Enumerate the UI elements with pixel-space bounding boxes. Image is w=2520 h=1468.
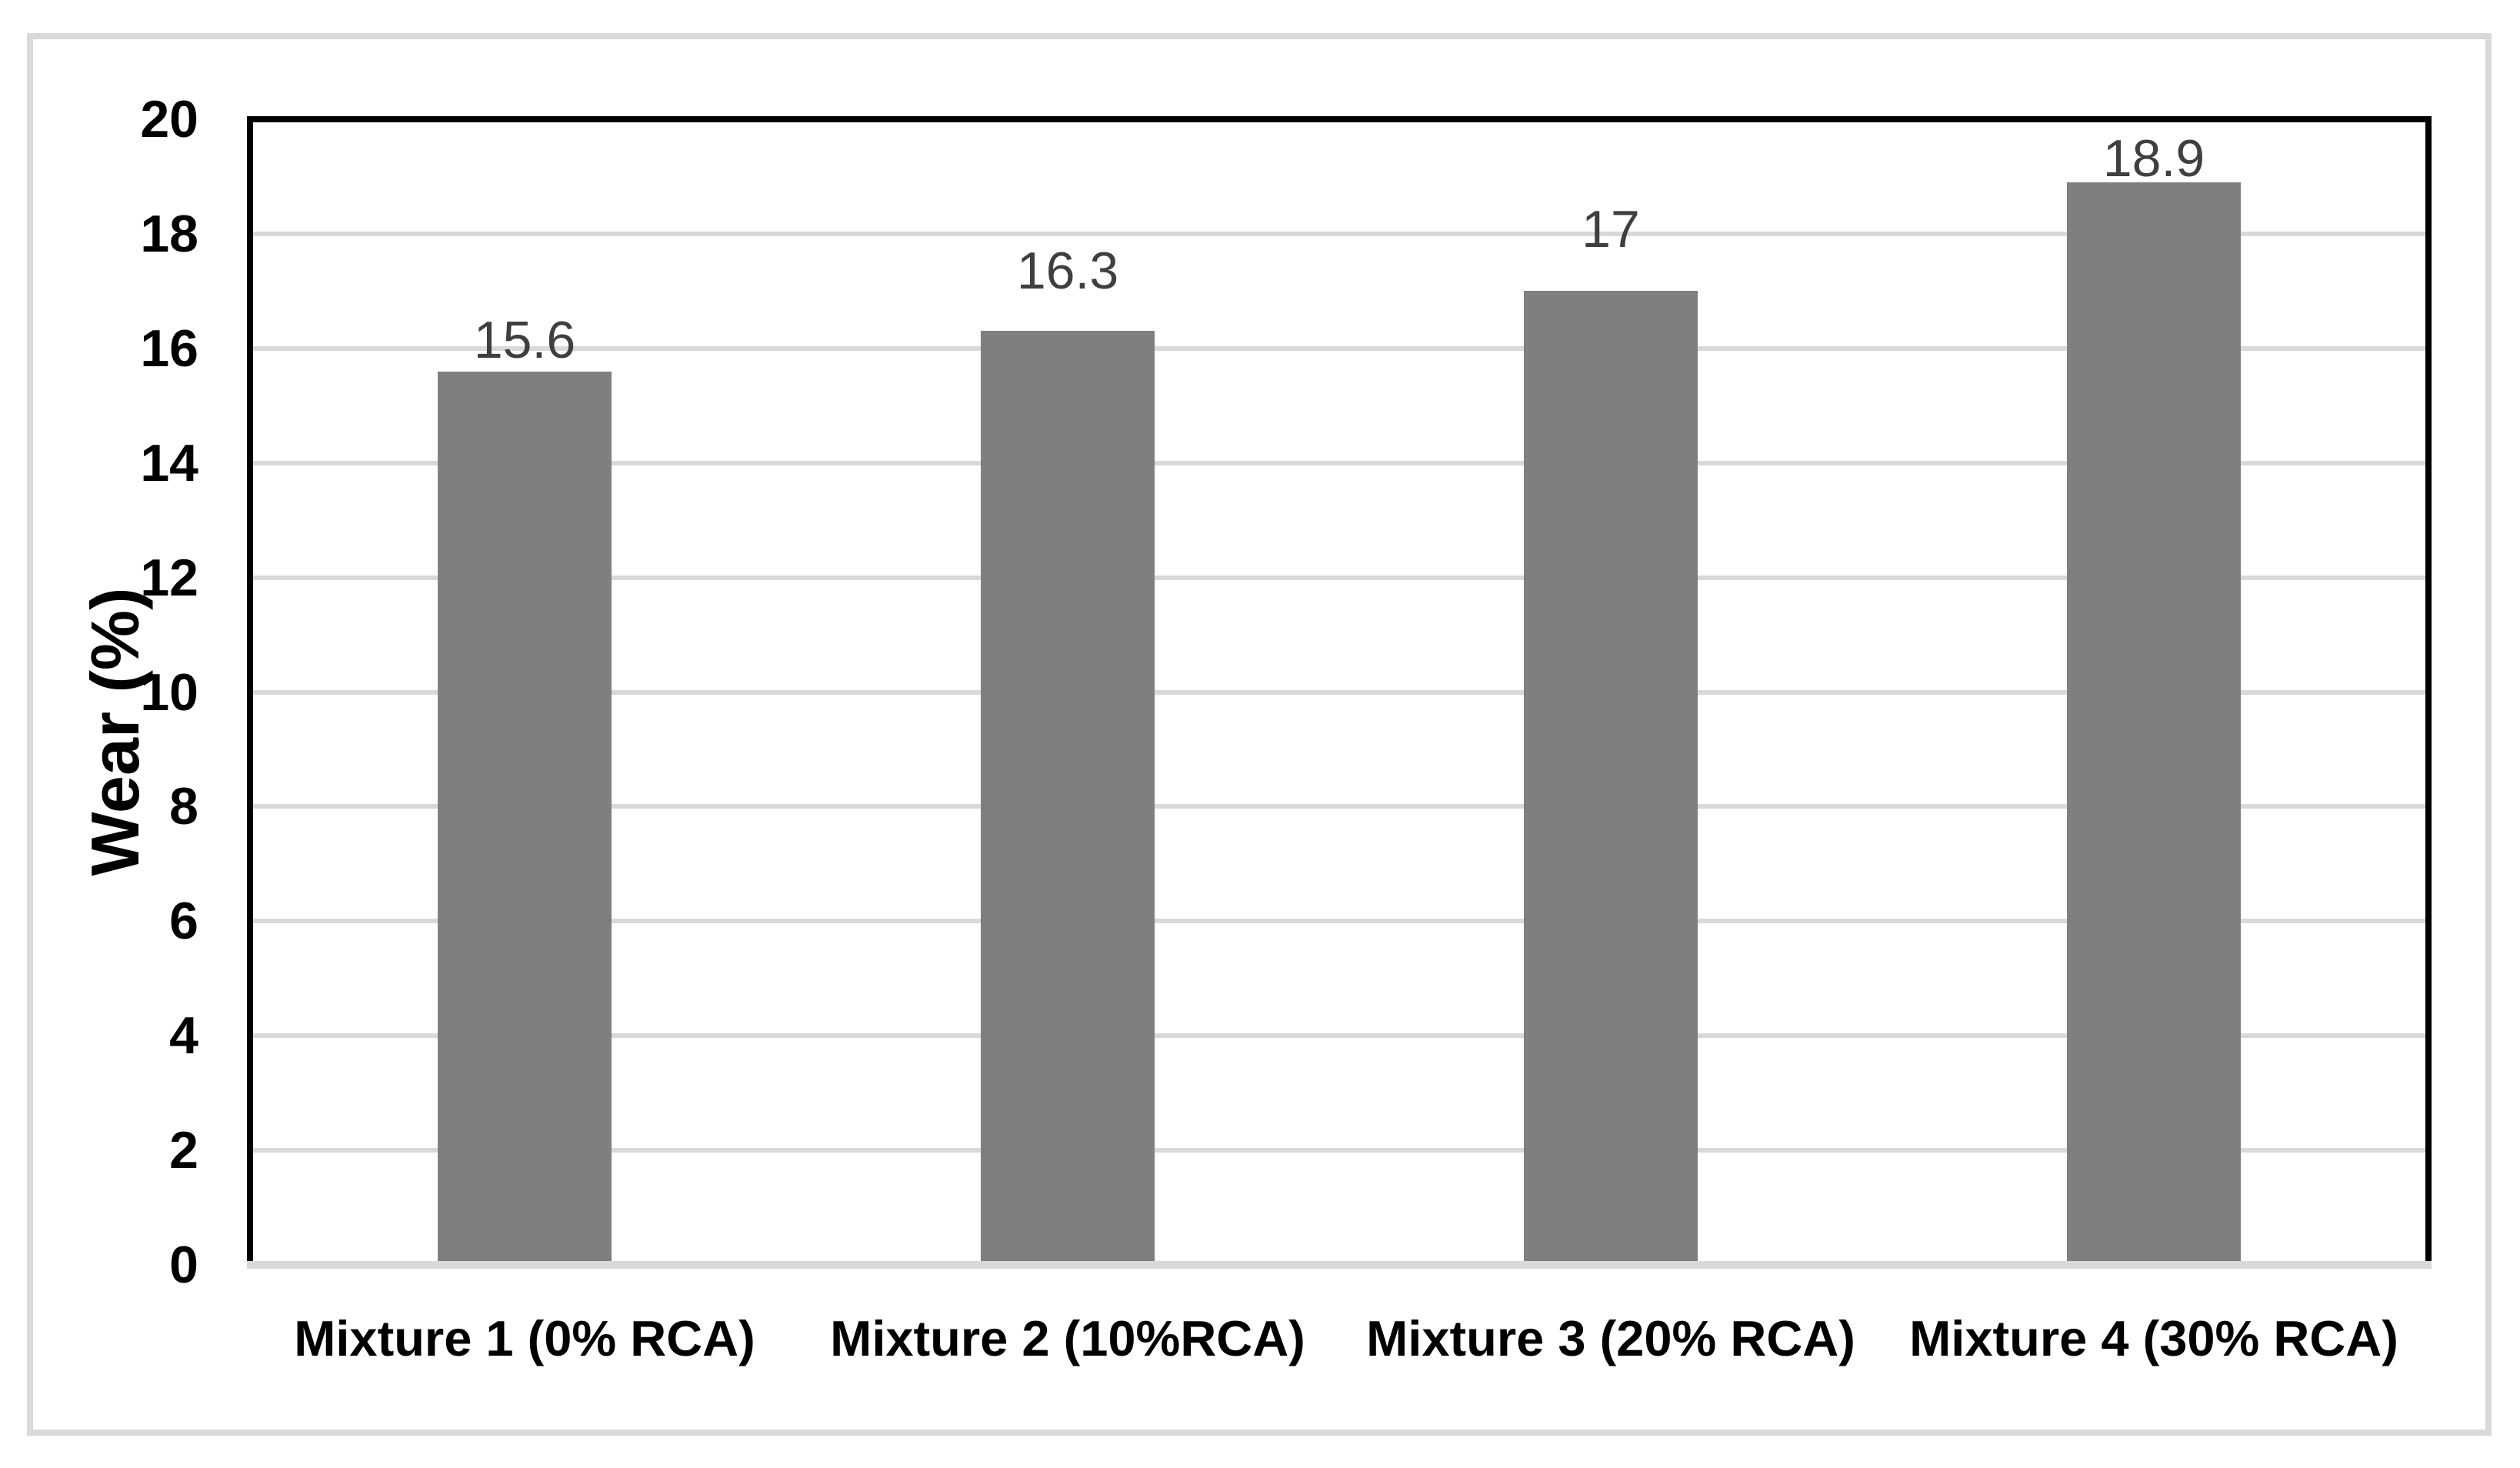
x-category-label-2: Mixture 2 (10%RCA)	[830, 1310, 1305, 1366]
gridline-y-4	[253, 1033, 2425, 1038]
data-label-2: 16.3	[1016, 242, 1119, 300]
y-tick-label-4: 4	[169, 1006, 198, 1065]
y-tick-label-8: 8	[169, 777, 198, 836]
x-category-label-1: Mixture 1 (0% RCA)	[294, 1310, 755, 1366]
x-category-label-4: Mixture 4 (30% RCA)	[1909, 1310, 2398, 1366]
y-tick-label-18: 18	[140, 205, 198, 263]
bar-4	[2067, 182, 2241, 1262]
bar-2	[981, 331, 1155, 1262]
plot-area	[247, 116, 2432, 1268]
y-tick-label-12: 12	[140, 549, 198, 607]
gridline-y-8	[253, 804, 2425, 809]
y-tick-label-16: 16	[140, 319, 198, 378]
gridline-y-2	[253, 1148, 2425, 1153]
gridline-y-18	[253, 232, 2425, 236]
y-tick-label-6: 6	[169, 892, 198, 950]
gridline-y-6	[253, 919, 2425, 923]
bar-3	[1524, 291, 1698, 1262]
bar-1	[438, 372, 612, 1262]
y-tick-label-10: 10	[140, 663, 198, 722]
gridline-y-10	[253, 690, 2425, 695]
data-label-1: 15.6	[473, 311, 576, 369]
y-tick-label-0: 0	[169, 1236, 198, 1294]
gridline-y-16	[253, 346, 2425, 351]
gridline-y-14	[253, 461, 2425, 465]
x-category-label-3: Mixture 3 (20% RCA)	[1366, 1310, 1855, 1366]
gridline-y-12	[253, 576, 2425, 580]
x-axis-baseline	[247, 1261, 2432, 1269]
data-label-3: 17	[1582, 200, 1640, 259]
y-tick-label-20: 20	[140, 90, 198, 148]
data-label-4: 18.9	[2102, 129, 2205, 188]
y-tick-label-14: 14	[140, 434, 198, 492]
y-tick-label-2: 2	[169, 1121, 198, 1179]
